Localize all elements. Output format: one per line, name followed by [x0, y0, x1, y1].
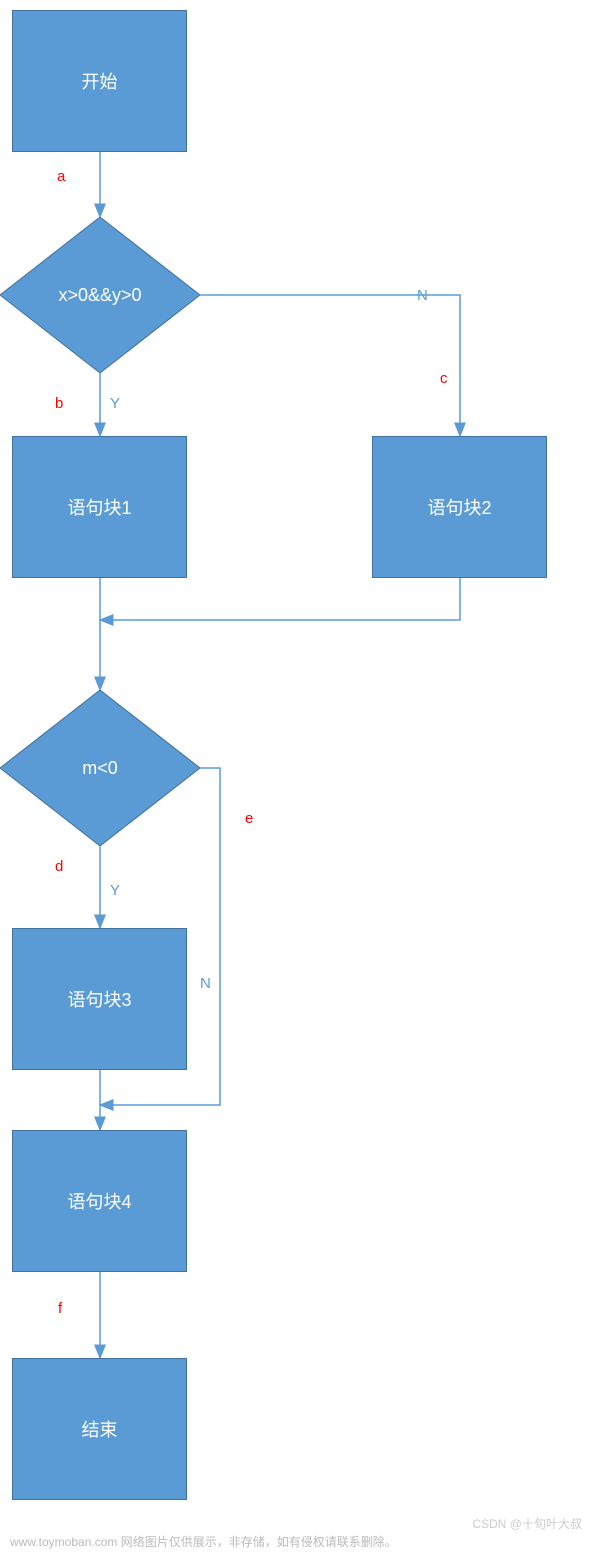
node-label-end: 结束: [82, 1416, 118, 1442]
node-block4: 语句块4: [12, 1130, 187, 1272]
edge-label-a: a: [57, 168, 65, 185]
edge-label-N: N: [200, 975, 211, 992]
node-label-start: 开始: [82, 68, 118, 94]
edge-label-Y: Y: [110, 882, 120, 899]
node-label-block3: 语句块3: [67, 986, 131, 1012]
edge-label-N: N: [417, 287, 428, 304]
node-block3: 语句块3: [12, 928, 187, 1070]
node-cond1: x>0&&y>0: [0, 217, 200, 373]
node-start: 开始: [12, 10, 187, 152]
node-label-cond1: x>0&&y>0: [0, 217, 200, 373]
node-block2: 语句块2: [372, 436, 547, 578]
edge-label-Y: Y: [110, 395, 120, 412]
node-label-block1: 语句块1: [67, 494, 131, 520]
node-block1: 语句块1: [12, 436, 187, 578]
edge-label-c: c: [440, 370, 448, 387]
node-label-block4: 语句块4: [67, 1188, 131, 1214]
node-end: 结束: [12, 1358, 187, 1500]
footer-note: www.toymoban.com 网络图片仅供展示，非存储，如有侵权请联系删除。: [10, 1533, 397, 1550]
edge-c: [200, 295, 460, 436]
node-cond2: m<0: [0, 690, 200, 846]
watermark-right: CSDN @十旬叶大叔: [472, 1515, 582, 1532]
edge-label-f: f: [58, 1300, 62, 1317]
edge-label-b: b: [55, 395, 63, 412]
edge-merge1: [100, 578, 460, 620]
edge-label-e: e: [245, 810, 253, 827]
node-label-cond2: m<0: [0, 690, 200, 846]
node-label-block2: 语句块2: [427, 494, 491, 520]
edge-label-d: d: [55, 858, 63, 875]
